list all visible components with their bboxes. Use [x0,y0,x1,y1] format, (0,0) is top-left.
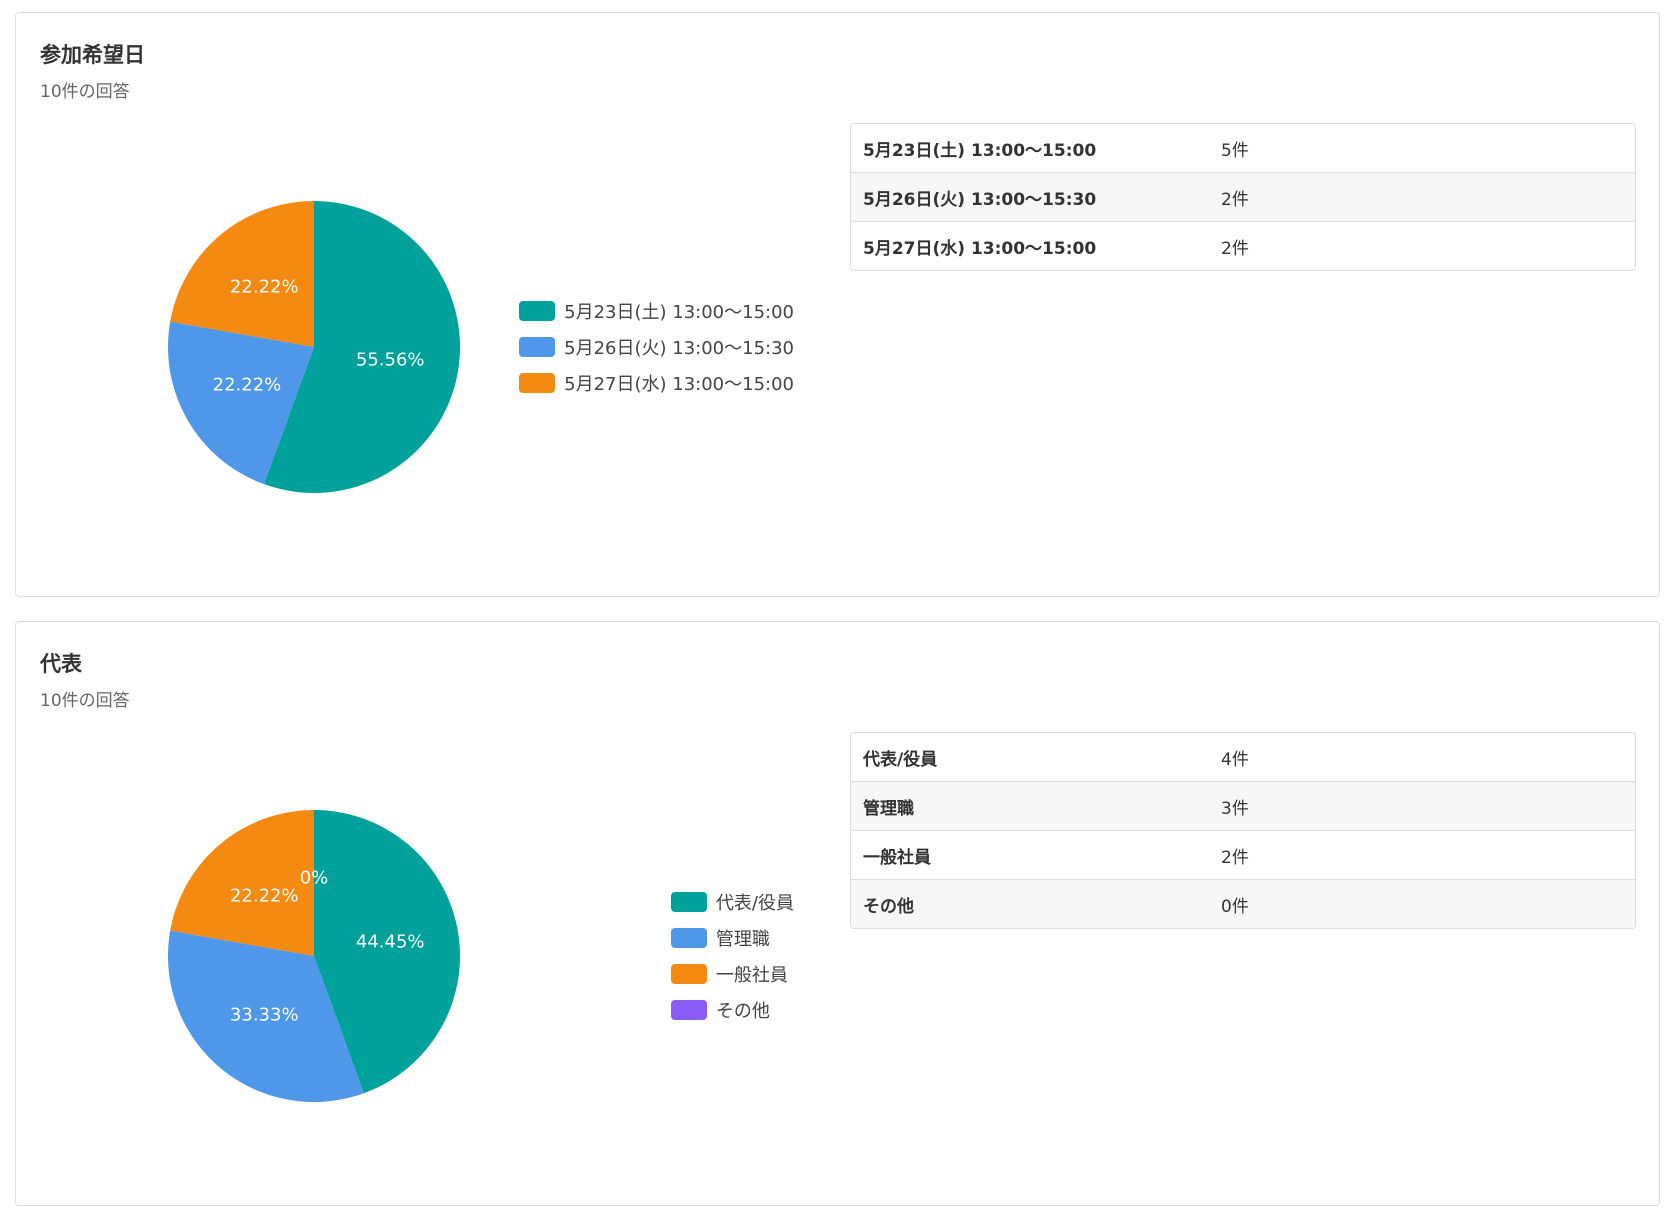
legend-label: 5月26日(火) 13:00〜15:30 [564,338,794,359]
legend-swatch [519,337,556,357]
table-cell: 代表/役員 [863,749,938,770]
table-row: 一般社員 2件 [851,830,1635,879]
table-row: 5月27日(水) 13:00〜15:00 2件 [851,221,1635,270]
legend-swatch [670,892,707,912]
legend-item: 管理職 [670,920,794,956]
legend-label: 5月27日(水) 13:00〜15:00 [564,374,794,395]
slice-label: 55.56% [356,349,425,370]
pie-slice [264,201,460,493]
legend-item: 5月23日(土) 13:00〜15:00 [519,293,794,329]
legend-item: その他 [670,992,794,1028]
table-cell: 0件 [1221,896,1249,917]
slice-label: 0% [300,868,329,889]
slice-label: 22.22% [213,375,282,396]
legend-label: 代表/役員 [715,893,794,914]
slice-label: 22.22% [230,886,299,907]
table-cell: 管理職 [863,798,914,819]
slice-label: 33.33% [230,1004,299,1025]
table-row: 5月26日(火) 13:00〜15:30 2件 [851,172,1635,221]
pie-slice [170,810,314,956]
table-cell: その他 [863,896,914,917]
table-row: 代表/役員 4件 [851,733,1635,781]
card-subtitle: 10件の回答 [40,691,130,711]
legend-label: 管理職 [715,929,770,950]
pie-slice [168,930,364,1102]
legend-swatch [670,964,707,984]
card-title: 代表 [40,652,82,676]
table-cell: 3件 [1221,798,1249,819]
legend-swatch [670,1000,707,1020]
table-cell: 2件 [1221,238,1249,259]
slice-label: 22.22% [230,277,299,298]
card-title: 参加希望日 [40,43,145,67]
legend-item: 代表/役員 [670,884,794,920]
pie-slice [314,810,461,1094]
table: 代表/役員 4件管理職 3件一般社員 2件その他 0件 [850,732,1636,929]
card: 参加希望日 10件の回答 55.56% 22.22% 22.22% 5月23日(土) 13… [15,12,1660,597]
table-cell: 2件 [1221,189,1249,210]
table-cell: 5件 [1221,140,1249,161]
table-cell: 一般社員 [863,847,931,868]
card-subtitle: 10件の回答 [40,82,130,102]
pie-chart: 55.56% 22.22% 22.22% [168,201,460,493]
pie-slice [170,201,314,347]
legend-swatch [519,301,556,321]
slice-label: 44.45% [356,932,425,953]
legend-item: 一般社員 [670,956,794,992]
legend-label: 5月23日(土) 13:00〜15:00 [564,302,794,323]
table-cell: 5月23日(土) 13:00〜15:00 [863,140,1097,161]
table-cell: 2件 [1221,847,1249,868]
table-cell: 5月26日(火) 13:00〜15:30 [863,189,1097,210]
legend-swatch [519,373,556,393]
table-row: 管理職 3件 [851,781,1635,830]
legend-label: 一般社員 [715,965,788,986]
table-row: その他 0件 [851,879,1635,928]
legend: 代表/役員管理職一般社員その他 [670,884,794,1028]
table-cell: 4件 [1221,749,1249,770]
legend-item: 5月26日(火) 13:00〜15:30 [519,329,794,365]
card: 代表 10件の回答 44.45% 33.33% 22.22% 0% 代表/役員 管理職 一般社員… [15,621,1660,1206]
table-row: 5月23日(土) 13:00〜15:00 5件 [851,124,1635,172]
legend-item: 5月27日(水) 13:00〜15:00 [519,365,794,401]
legend-label: その他 [715,1001,770,1022]
pie-chart: 44.45% 33.33% 22.22%0% [168,810,461,1102]
pie-slice [168,321,314,485]
legend: 5月23日(土) 13:00〜15:00 5月26日(火) 13:00〜15:30… [519,293,794,401]
legend-swatch [670,928,707,948]
table-cell: 5月27日(水) 13:00〜15:00 [863,238,1097,259]
table: 5月23日(土) 13:00〜15:00 5件 5月26日(火) 13:00〜15:… [850,123,1636,271]
